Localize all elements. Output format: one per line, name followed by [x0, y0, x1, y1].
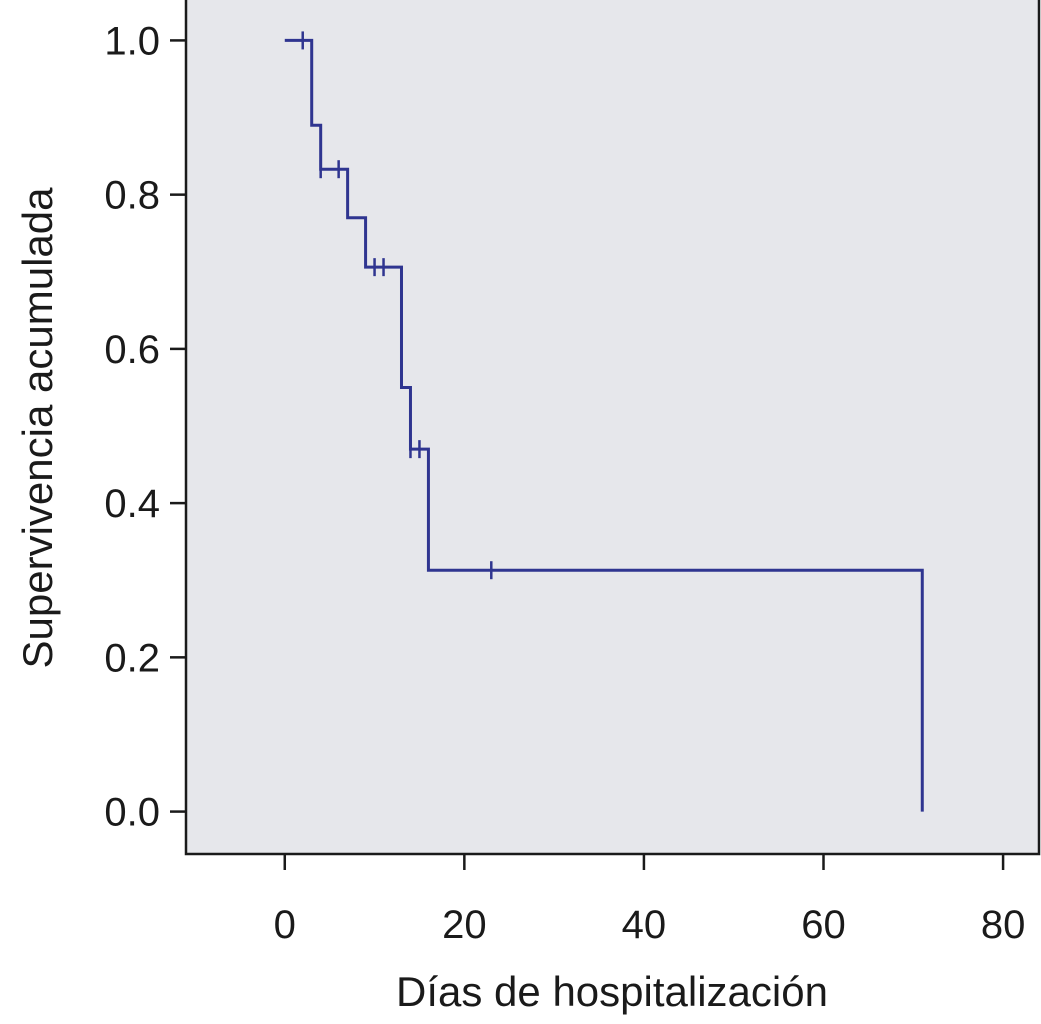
plot-area — [184, 0, 1041, 856]
y-tick-label: 0.8 — [104, 174, 160, 218]
x-tick-label: 80 — [981, 903, 1026, 947]
series-layer — [284, 31, 924, 812]
y-tick-label: 0.2 — [104, 636, 160, 680]
x-axis-title: Días de hospitalización — [396, 968, 828, 1015]
survival-curve — [284, 38, 924, 812]
y-tick-label: 0.4 — [104, 482, 160, 526]
y-tick-label: 1.0 — [104, 19, 160, 63]
x-tick-label: 60 — [801, 903, 846, 947]
y-axis: 0.0 0.2 0.4 0.6 0.8 1.0 — [104, 19, 186, 835]
y-axis-title: Supervivencia acumulada — [14, 187, 61, 669]
x-axis: 0 20 40 60 80 — [274, 854, 1026, 947]
x-tick-label: 40 — [622, 903, 667, 947]
x-tick-label: 0 — [274, 903, 296, 947]
x-tick-label: 20 — [442, 903, 487, 947]
y-tick-label: 0.6 — [104, 328, 160, 372]
y-tick-label: 0.0 — [104, 791, 160, 835]
